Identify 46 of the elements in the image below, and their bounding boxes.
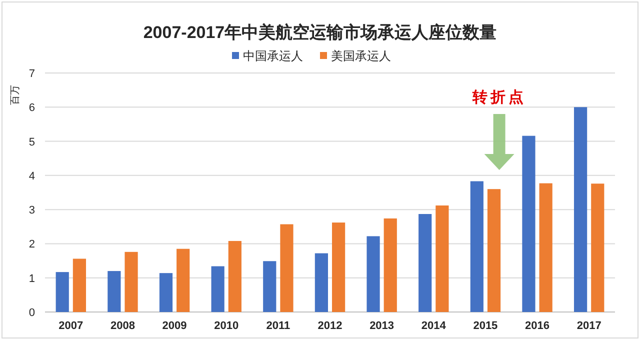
x-tick-label: 2007 [58,320,84,332]
y-tick-label: 4 [28,170,35,182]
bar [522,136,536,312]
bar [72,258,86,312]
y-tick-label: 7 [28,68,35,80]
y-tick-label: 6 [28,102,35,114]
x-tick-label: 2014 [421,320,447,332]
legend-label: 美国承运人 [331,49,391,63]
x-tick-label: 2015 [473,320,498,332]
x-tick-label: 2017 [576,320,602,332]
bar [176,248,190,312]
legend-label: 中国承运人 [243,49,303,63]
bar [470,181,484,312]
bar [211,266,224,312]
y-tick-label: 3 [28,204,35,217]
x-tick-label: 2012 [318,320,342,332]
bar [56,272,69,312]
bar [332,222,346,312]
bar [280,224,294,312]
y-tick-label: 0 [28,307,35,319]
bar [314,253,328,312]
x-tick-label: 2016 [525,320,550,332]
y-tick-label: 1 [28,272,35,285]
x-tick-label: 2013 [370,320,394,332]
bar [436,205,449,312]
bar [159,273,173,312]
bar [124,252,138,312]
chart-title: 2007-2017年中美航空运输市场承运人座位数量 [143,23,497,42]
bar [263,261,276,312]
y-tick-label: 2 [28,238,35,251]
bar [539,183,552,312]
bar [591,184,604,312]
bar [384,218,397,312]
bar [418,214,432,312]
x-tick-label: 2010 [214,320,239,332]
x-tick-label: 2009 [162,320,187,332]
bar [108,271,121,312]
bar [228,240,242,312]
bar [487,189,501,312]
y-tick-label: 5 [28,136,35,148]
x-tick-label: 2008 [110,320,135,332]
annotation: 转折点 [471,89,526,106]
bar [366,236,380,312]
x-tick-label: 2011 [266,320,290,332]
y-axis-title: 百万 [10,85,21,105]
bar [574,107,588,312]
